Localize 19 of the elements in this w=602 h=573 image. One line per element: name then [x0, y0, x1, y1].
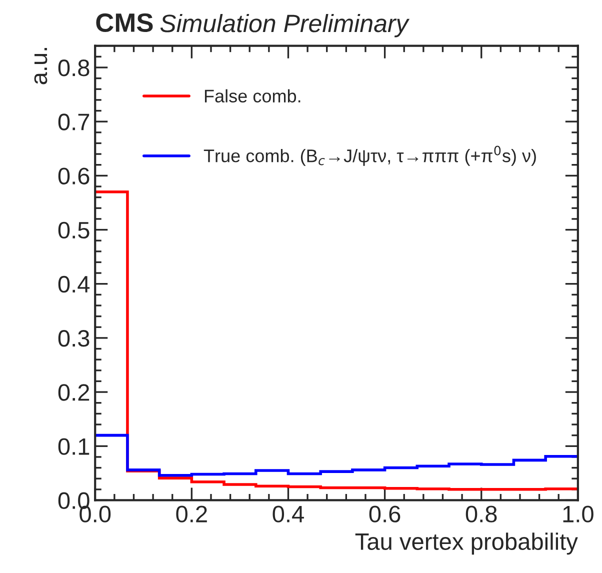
legend-label: True comb. (B$_{c}$→J/ψτν, τ→πππ (+π$^{0}$s) ν)	[204, 146, 536, 166]
y-tick-label: 0.8	[58, 60, 90, 76]
y-axis-title: a.u.	[34, 48, 48, 84]
y-tick-label: 0.1	[58, 438, 90, 455]
legend-label: False comb.	[204, 89, 300, 102]
x-tick-label: 0.6	[369, 506, 400, 522]
y-tick-label: 0.7	[58, 114, 90, 130]
x-tick-label: 0.2	[176, 506, 207, 522]
y-tick-label: 0.5	[58, 222, 90, 239]
x-tick-label: 1.0	[563, 506, 594, 522]
x-axis-title: Tau vertex probability	[355, 532, 578, 555]
y-tick-label: 0.6	[58, 168, 90, 184]
y-tick-label: 0.4	[58, 276, 90, 293]
x-tick-label: 0.4	[272, 506, 304, 522]
x-tick-label: 0.8	[466, 506, 497, 522]
chart-title: CMS	[96, 13, 153, 32]
chart-subtitle: Simulation Preliminary	[160, 14, 410, 38]
y-tick-label: 0.2	[58, 384, 90, 401]
y-tick-label: 0.3	[58, 330, 90, 347]
